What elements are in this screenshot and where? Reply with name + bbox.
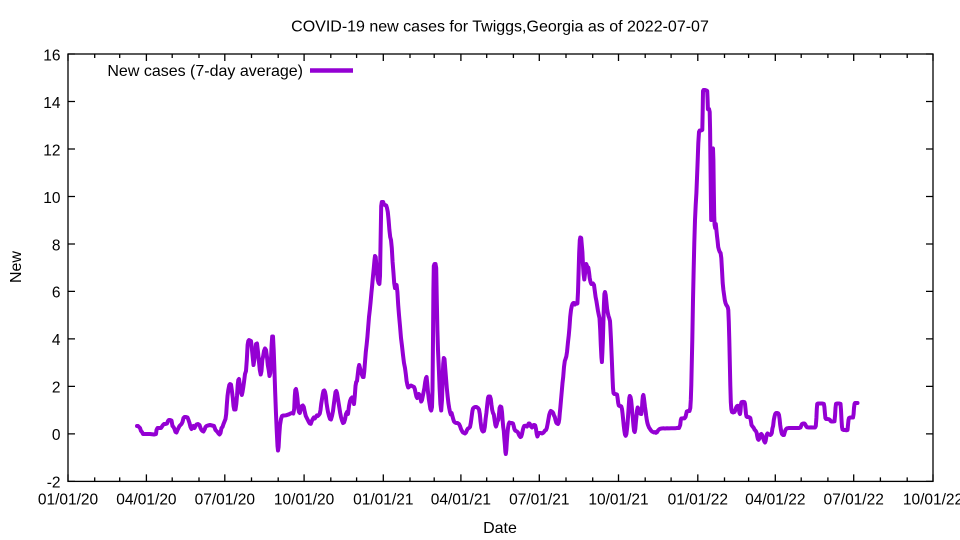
svg-text:04/01/20: 04/01/20 <box>116 492 177 509</box>
svg-text:New cases (7-day average): New cases (7-day average) <box>107 63 303 80</box>
svg-text:8: 8 <box>52 237 61 254</box>
svg-text:COVID-19 new cases for Twiggs,: COVID-19 new cases for Twiggs,Georgia as… <box>291 19 709 36</box>
svg-text:07/01/22: 07/01/22 <box>824 492 884 509</box>
svg-text:4: 4 <box>52 332 61 349</box>
svg-text:04/01/22: 04/01/22 <box>745 492 805 509</box>
svg-text:10/01/22: 10/01/22 <box>903 492 960 509</box>
svg-text:10: 10 <box>43 190 61 207</box>
svg-text:0: 0 <box>52 427 61 444</box>
svg-text:10/01/21: 10/01/21 <box>588 492 648 509</box>
svg-text:01/01/20: 01/01/20 <box>38 492 99 509</box>
svg-text:6: 6 <box>52 285 61 302</box>
svg-text:New: New <box>8 251 25 283</box>
svg-text:01/01/22: 01/01/22 <box>668 492 728 509</box>
svg-text:16: 16 <box>43 47 60 64</box>
svg-text:07/01/20: 07/01/20 <box>195 492 256 509</box>
svg-text:Date: Date <box>483 520 517 537</box>
svg-text:10/01/20: 10/01/20 <box>274 492 335 509</box>
svg-text:04/01/21: 04/01/21 <box>431 492 491 509</box>
svg-text:2: 2 <box>52 380 61 397</box>
svg-text:01/01/21: 01/01/21 <box>353 492 413 509</box>
svg-text:14: 14 <box>43 95 61 112</box>
svg-text:07/01/21: 07/01/21 <box>509 492 569 509</box>
svg-text:-2: -2 <box>47 475 61 492</box>
svg-text:12: 12 <box>43 142 60 159</box>
